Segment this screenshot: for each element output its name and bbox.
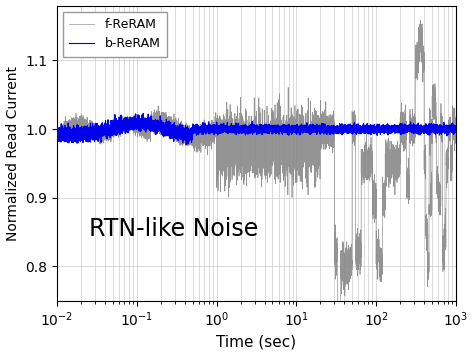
b-ReRAM [432, 127, 438, 131]
Line: f-ReRAM: f-ReRAM [57, 21, 456, 351]
b-ReRAM [78, 139, 83, 143]
b-ReRAM [54, 135, 60, 140]
b-ReRAM [132, 119, 138, 123]
f-ReRAM [335, 349, 341, 353]
f-ReRAM [453, 130, 459, 135]
b-ReRAM [140, 111, 146, 116]
Line: b-ReRAM: b-ReRAM [57, 114, 456, 144]
f-ReRAM [56, 134, 62, 138]
f-ReRAM [71, 121, 76, 126]
f-ReRAM [132, 123, 138, 127]
X-axis label: Time (sec): Time (sec) [216, 334, 296, 349]
b-ReRAM [56, 133, 62, 137]
f-ReRAM [418, 18, 423, 23]
b-ReRAM [453, 127, 459, 132]
f-ReRAM [54, 130, 60, 135]
b-ReRAM [183, 142, 189, 147]
b-ReRAM [249, 126, 255, 130]
f-ReRAM [432, 86, 438, 90]
f-ReRAM [249, 133, 255, 137]
Y-axis label: Normalized Read Current: Normalized Read Current [6, 66, 19, 241]
b-ReRAM [71, 130, 76, 134]
f-ReRAM [78, 123, 83, 127]
Text: RTN-like Noise: RTN-like Noise [89, 217, 258, 241]
Legend: f-ReRAM, b-ReRAM: f-ReRAM, b-ReRAM [63, 12, 166, 56]
